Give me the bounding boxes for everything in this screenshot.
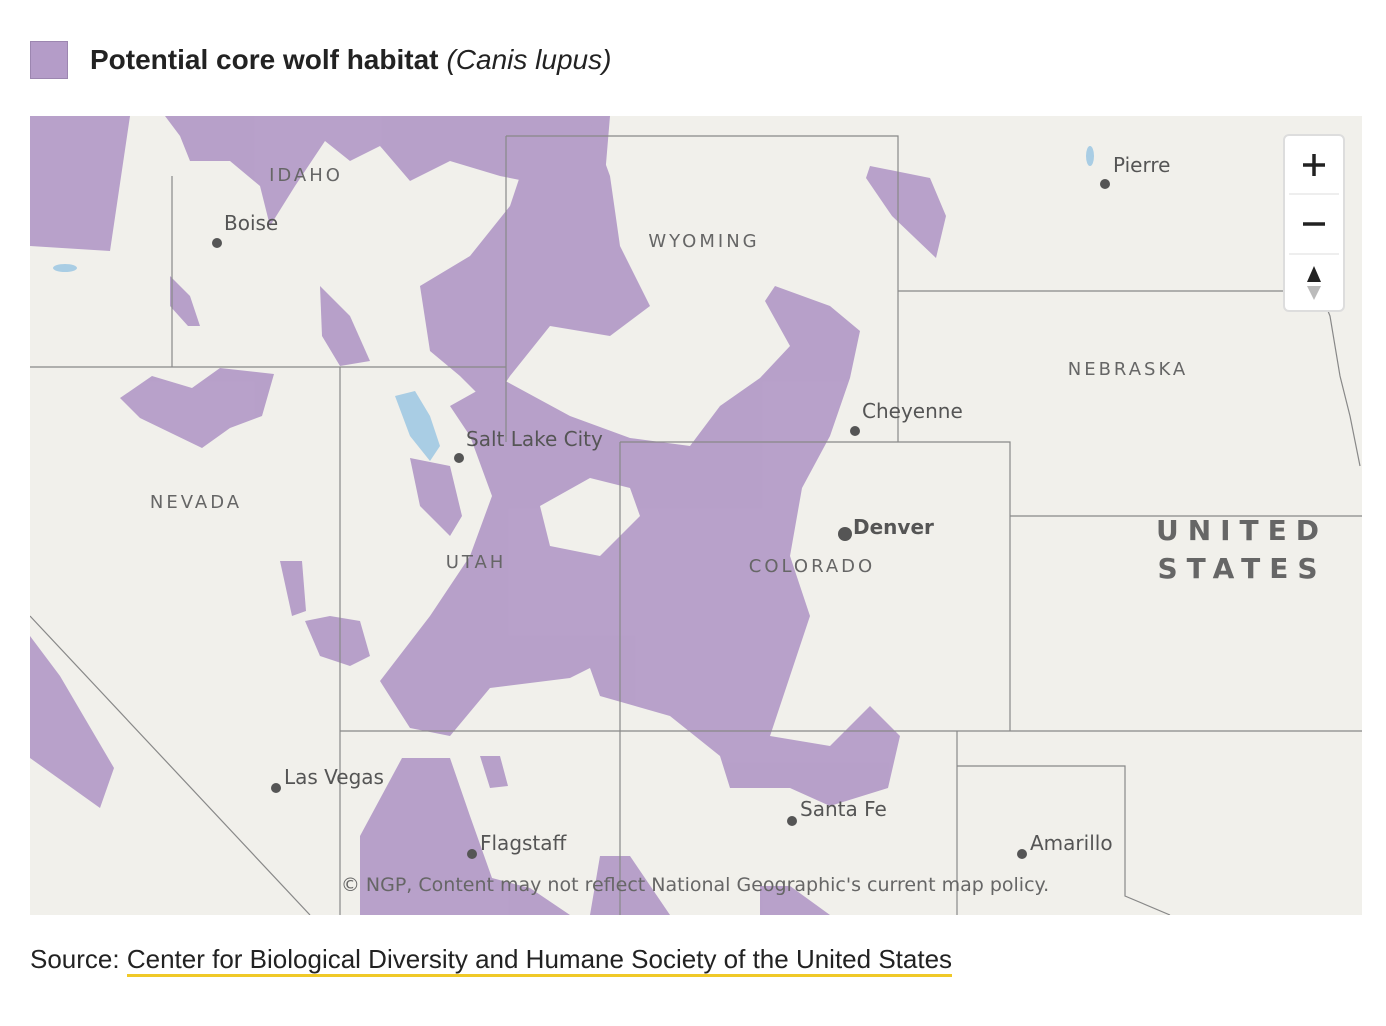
city-label: Boise — [224, 211, 278, 235]
lakes — [53, 146, 1094, 461]
legend-swatch — [30, 41, 68, 79]
city-label: Pierre — [1113, 153, 1170, 177]
source: Source: Center for Biological Diversity … — [30, 944, 953, 977]
map[interactable]: IDAHO WYOMING NEBRASKA NEVADA UTAH COLOR… — [30, 116, 1362, 915]
region-label: IDAHO — [269, 165, 343, 186]
city-labels: Pierre Boise Cheyenne Salt Lake City Den… — [224, 153, 1170, 855]
region-label: WYOMING — [648, 231, 759, 252]
region-label: COLORADO — [749, 556, 875, 577]
country-label: UNITED — [1156, 514, 1328, 547]
city-label: Santa Fe — [800, 797, 887, 821]
city-label: Amarillo — [1030, 831, 1113, 855]
attribution: © NGP, Content may not reflect National … — [341, 874, 1049, 896]
source-link[interactable]: Center for Biological Diversity and Huma… — [126, 944, 953, 977]
city-label: Salt Lake City — [466, 427, 603, 451]
reset-north[interactable] — [1307, 266, 1321, 300]
region-label: UTAH — [446, 552, 507, 573]
city-label: Cheyenne — [862, 399, 963, 423]
city-label: Denver — [853, 515, 934, 539]
city-label: Las Vegas — [284, 765, 384, 789]
legend: Potential core wolf habitat (Canis lupus… — [30, 40, 611, 80]
source-label: Source: — [30, 944, 120, 974]
region-label: NEBRASKA — [1068, 359, 1189, 380]
city-dots — [212, 179, 1110, 859]
zoom-control — [1283, 134, 1345, 312]
state-borders — [30, 135, 1362, 915]
region-labels: IDAHO WYOMING NEBRASKA NEVADA UTAH COLOR… — [150, 165, 1328, 585]
zoom-in[interactable] — [1303, 154, 1325, 176]
legend-species: (Canis lupus) — [446, 44, 612, 75]
city-label: Flagstaff — [480, 831, 568, 855]
country-label: STATES — [1158, 552, 1327, 585]
legend-title: Potential core wolf habitat — [90, 44, 439, 75]
region-label: NEVADA — [150, 492, 242, 513]
habitat — [30, 116, 946, 915]
